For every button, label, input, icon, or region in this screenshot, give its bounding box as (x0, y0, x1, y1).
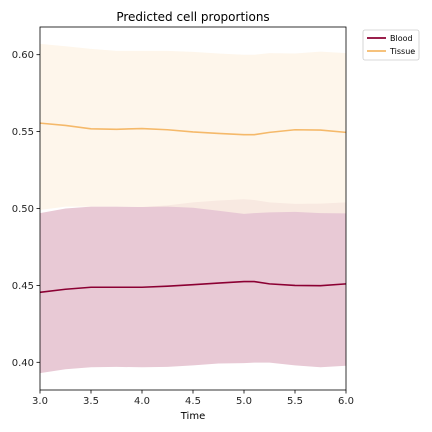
x-tick-label: 6.0 (338, 396, 354, 407)
legend-label-blood: Blood (390, 34, 413, 43)
x-tick-label: 4.0 (134, 396, 150, 407)
y-tick-label: 0.50 (12, 204, 34, 215)
x-tick-label: 5.5 (287, 396, 303, 407)
legend-label-tissue: Tissue (389, 47, 415, 56)
x-axis-label: Time (180, 411, 205, 422)
y-tick-label: 0.40 (12, 358, 34, 369)
x-tick-label: 3.0 (32, 396, 48, 407)
confidence-bands (40, 44, 346, 373)
x-tick-label: 3.5 (83, 396, 99, 407)
x-tick-label: 4.5 (185, 396, 201, 407)
legend: Blood Tissue (363, 30, 419, 60)
y-tick-label: 0.60 (12, 50, 34, 61)
x-axis: 3.0 3.5 4.0 4.5 5.0 5.5 6.0 (32, 390, 354, 407)
y-tick-label: 0.45 (12, 281, 34, 292)
x-tick-label: 5.0 (236, 396, 252, 407)
chart-title: Predicted cell proportions (116, 10, 269, 24)
y-tick-label: 0.55 (12, 127, 34, 138)
y-axis: 0.40 0.45 0.50 0.55 0.60 (12, 50, 40, 369)
